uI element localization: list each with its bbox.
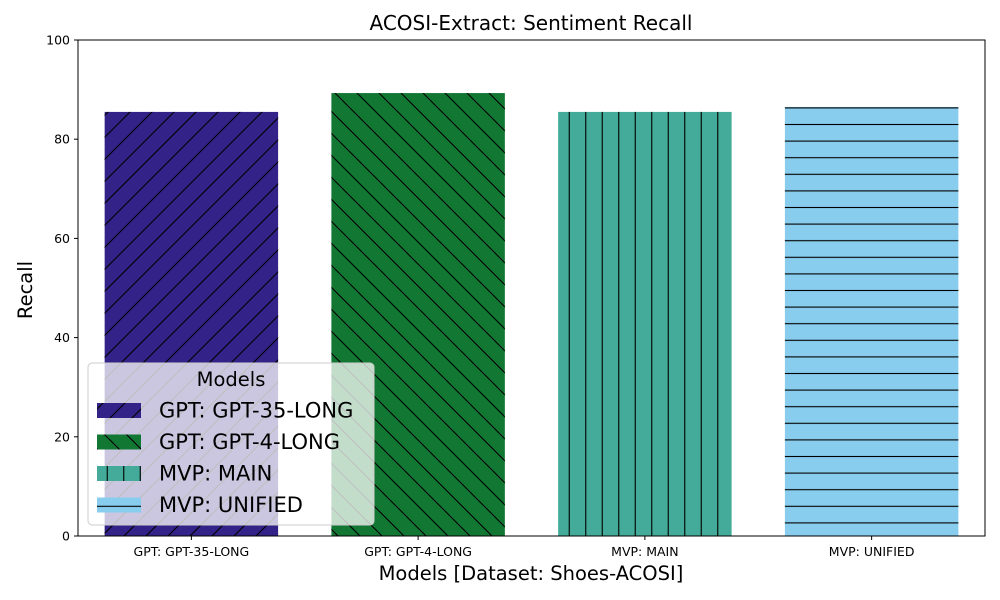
y-axis-label: Recall [14,261,37,319]
y-tick-label: 20 [54,429,70,444]
chart-title: ACOSI-Extract: Sentiment Recall [370,11,693,35]
x-tick-label: GPT: GPT-35-LONG [134,544,250,559]
legend-label-2: MVP: MAIN [159,462,272,486]
y-tick-label: 60 [54,231,70,246]
x-axis-label: Models [Dataset: Shoes-ACOSI] [379,562,684,585]
y-tick-label: 80 [54,132,70,147]
y-axis-ticks: 0 20 40 60 80 100 [46,33,78,544]
legend-swatch-hatch-3 [97,497,141,513]
legend-swatch-hatch-0 [97,403,141,418]
bar-hatch-2 [558,111,732,537]
x-tick-label: MVP: MAIN [611,544,678,559]
legend-label-3: MVP: UNIFIED [159,493,303,517]
y-tick-label: 100 [46,33,70,48]
bars [104,93,959,537]
y-tick-label: 40 [54,330,70,345]
legend-title: Models [197,368,266,391]
x-axis-ticks: GPT: GPT-35-LONG GPT: GPT-4-LONG MVP: MAIN… [134,536,915,559]
legend-swatch-hatch-1 [97,434,141,450]
legend-label-0: GPT: GPT-35-LONG [159,399,353,423]
legend-label-1: GPT: GPT-4-LONG [159,430,340,454]
legend-box [87,362,375,526]
y-tick-label: 0 [62,529,70,544]
x-tick-label: MVP: UNIFIED [829,544,915,559]
plot-frame [77,39,986,537]
legend-swatch-hatch-2 [97,466,141,481]
legend: Models GPT: GPT-35-LONG GPT: GPT-4-LONG MV… [87,362,375,526]
x-tick-label: GPT: GPT-4-LONG [364,544,472,559]
bar-hatch-3 [784,106,959,537]
